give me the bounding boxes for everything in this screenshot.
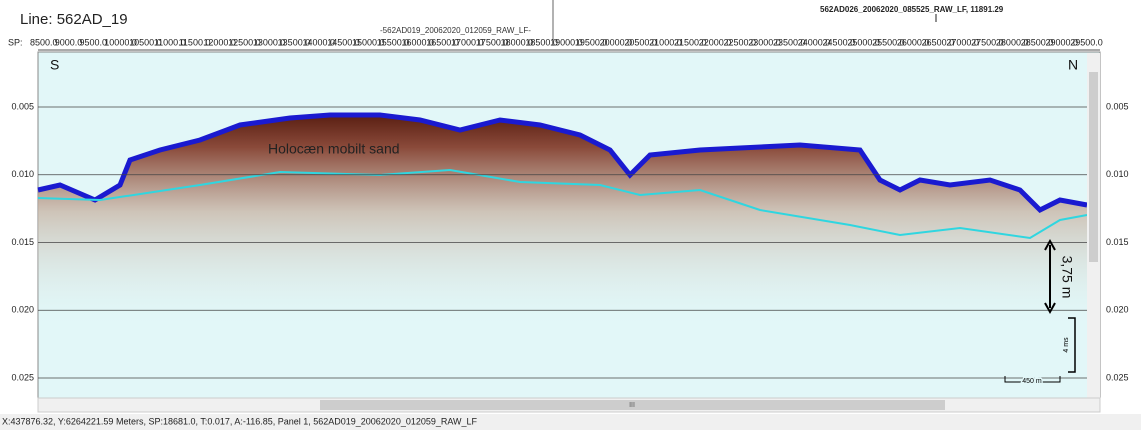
line-title: Line: 562AD_19 [20, 11, 128, 28]
time-label-left: 0.020 [11, 305, 34, 315]
vscale-label: 4 ms [1063, 337, 1070, 353]
end-s: S [50, 57, 59, 73]
status-text: X:437876.32, Y:6264221.59 Meters, SP:186… [2, 416, 478, 426]
thickness-label: 3,75 m [1059, 256, 1075, 299]
hscale-label: 450 m [1022, 378, 1042, 385]
time-label-right: 0.005 [1106, 101, 1129, 111]
sp-label: 8500.0 [30, 37, 58, 47]
sp-label: 9000.0 [55, 37, 83, 47]
seismic-viewer: Line: 562AD_19 562AD026_20062020_085525_… [0, 0, 1141, 430]
time-label-left: 0.005 [11, 101, 34, 111]
v-scroll-thumb[interactable] [1089, 72, 1098, 262]
segment-right: 562AD026_20062020_085525_RAW_LF, 11891.2… [820, 5, 1004, 14]
time-label-right: 0.020 [1106, 305, 1129, 315]
time-label-right: 0.025 [1106, 372, 1129, 382]
annotation: Holocæn mobilt sand [268, 141, 400, 157]
sp-label: 9500.0 [80, 37, 108, 47]
time-label-right: 0.010 [1106, 169, 1129, 179]
sp-label: 29500.0 [1070, 37, 1103, 47]
end-n: N [1068, 57, 1078, 73]
segment-center: -562AD019_20062020_012059_RAW_LF- [380, 26, 531, 35]
sp-prefix: SP: [8, 37, 23, 47]
time-label-left: 0.015 [11, 237, 34, 247]
scroll-grip: III [629, 402, 635, 409]
time-label-right: 0.015 [1106, 237, 1129, 247]
time-label-left: 0.010 [11, 169, 34, 179]
time-label-left: 0.025 [11, 372, 34, 382]
